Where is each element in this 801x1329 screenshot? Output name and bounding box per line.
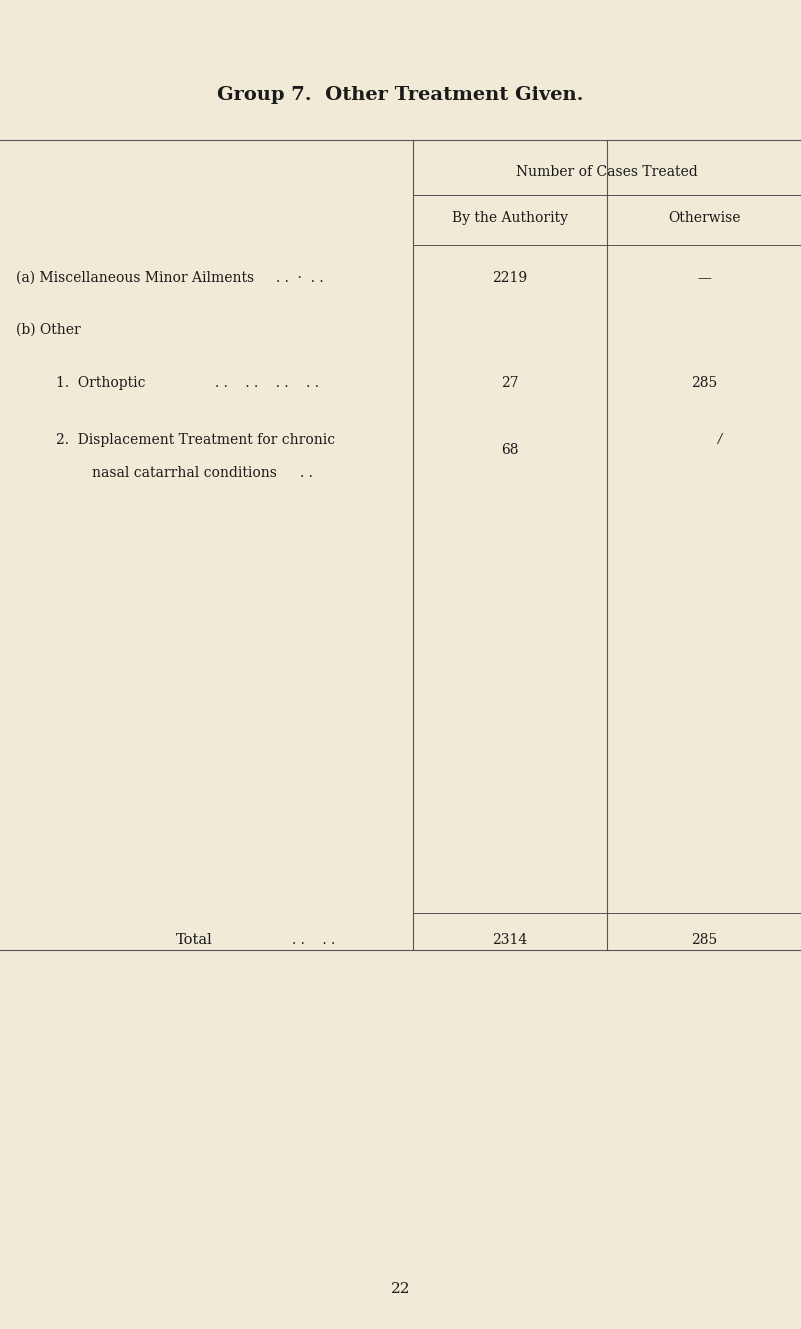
Text: (b) Other: (b) Other bbox=[16, 323, 81, 338]
Text: 285: 285 bbox=[691, 933, 717, 948]
Text: By the Authority: By the Authority bbox=[452, 211, 568, 226]
Text: Otherwise: Otherwise bbox=[668, 211, 740, 226]
Text: 2219: 2219 bbox=[493, 271, 527, 286]
Text: . .    . .    . .    . .: . . . . . . . . bbox=[215, 376, 319, 391]
Text: Total: Total bbox=[176, 933, 213, 948]
Text: nasal catarrhal conditions: nasal catarrhal conditions bbox=[92, 466, 277, 481]
Text: . .  ·  . .: . . · . . bbox=[276, 271, 324, 286]
Text: 68: 68 bbox=[501, 444, 518, 457]
Text: . .    . .: . . . . bbox=[292, 933, 336, 948]
Text: (a) Miscellaneous Minor Ailments: (a) Miscellaneous Minor Ailments bbox=[16, 271, 254, 286]
Text: . .: . . bbox=[300, 466, 313, 481]
Text: 285: 285 bbox=[691, 376, 717, 391]
Text: Number of Cases Treated: Number of Cases Treated bbox=[516, 165, 698, 179]
Text: —: — bbox=[697, 271, 711, 286]
Text: 1.  Orthoptic: 1. Orthoptic bbox=[56, 376, 146, 391]
Text: 27: 27 bbox=[501, 376, 519, 391]
Text: /: / bbox=[718, 433, 723, 447]
Text: 2.  Displacement Treatment for chronic: 2. Displacement Treatment for chronic bbox=[56, 433, 335, 448]
Text: 22: 22 bbox=[391, 1281, 410, 1296]
Text: Group 7.  Other Treatment Given.: Group 7. Other Treatment Given. bbox=[217, 86, 584, 105]
Text: 2314: 2314 bbox=[492, 933, 528, 948]
